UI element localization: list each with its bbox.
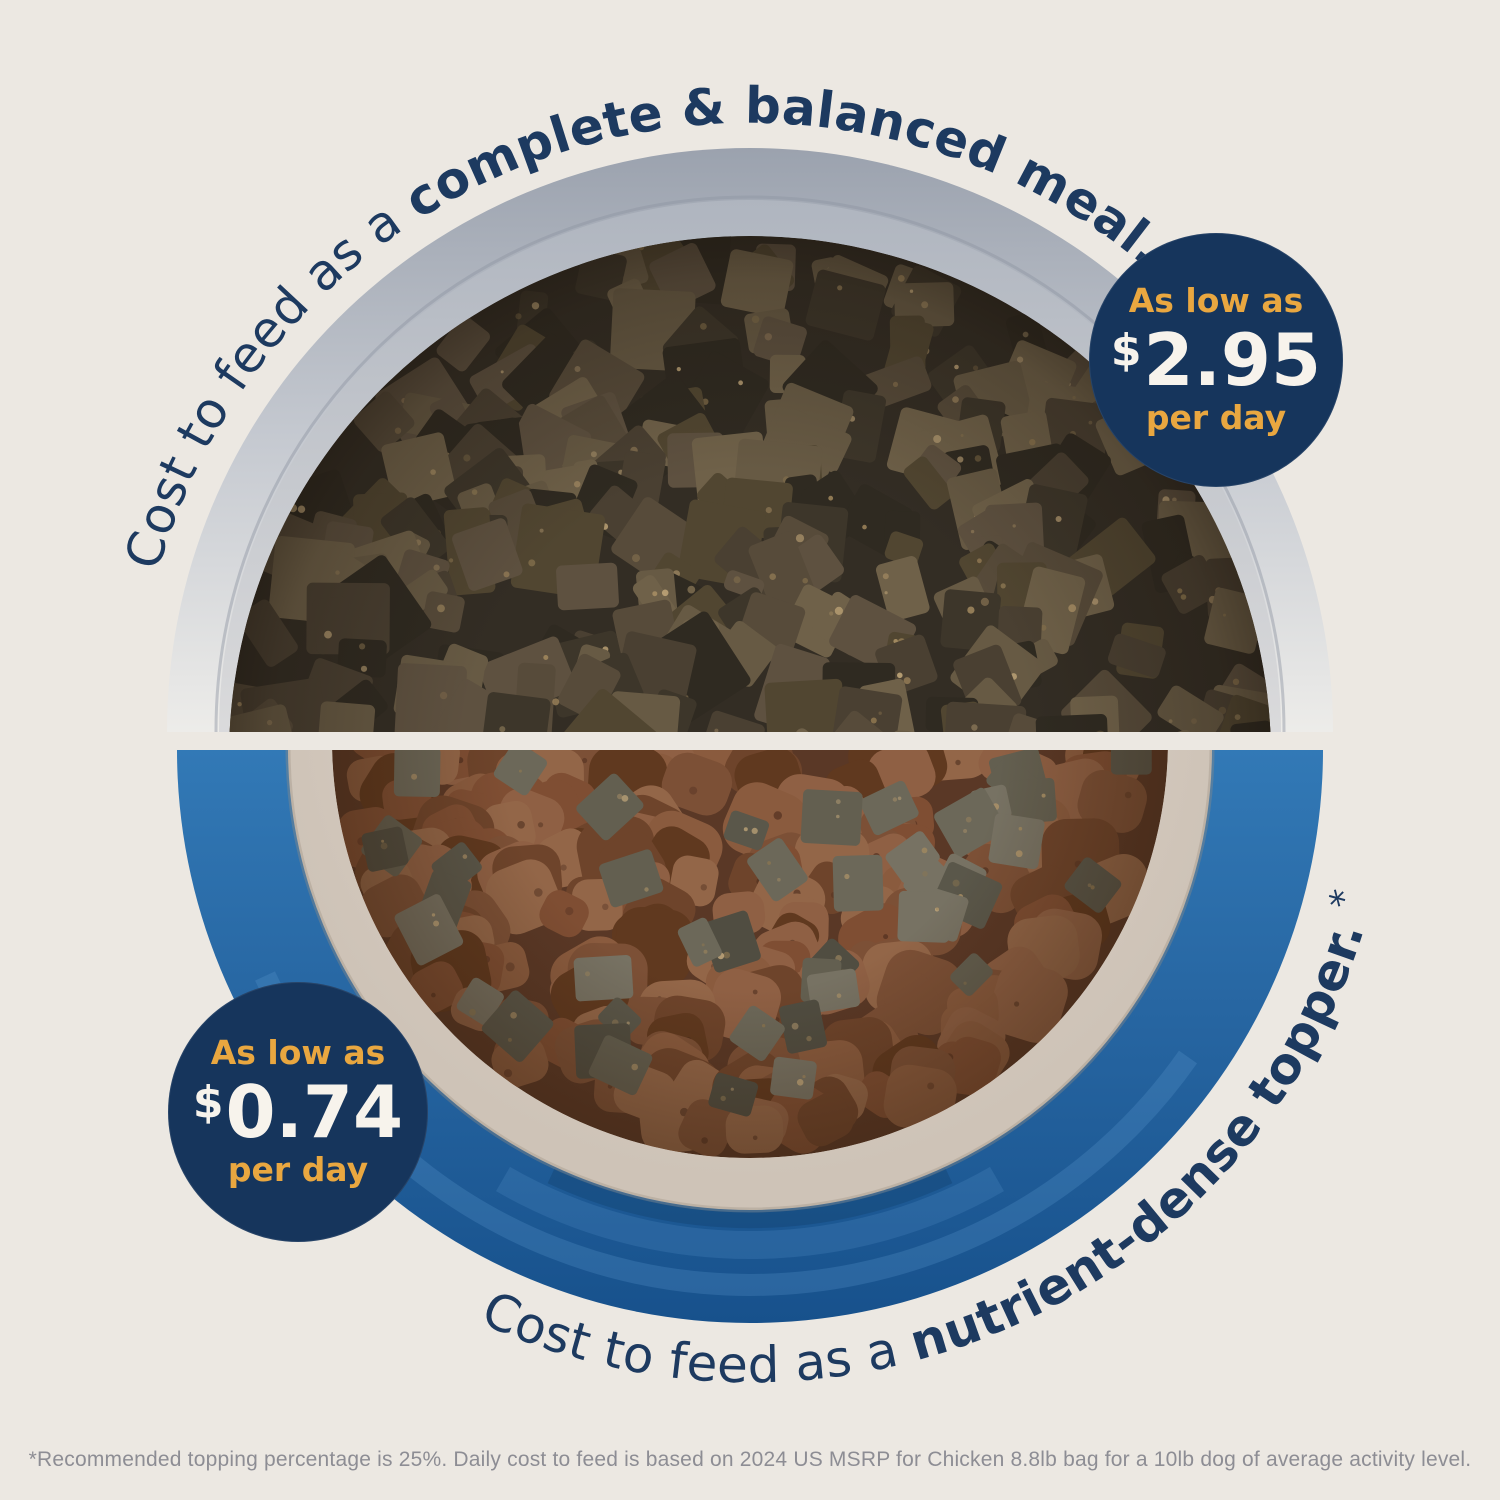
- price-amount: 2.95: [1143, 318, 1322, 403]
- currency-symbol: $: [192, 1077, 224, 1129]
- price-badge-complete-meal: As low as $2.95 per day: [1089, 233, 1343, 487]
- badge-small-label: As low as: [210, 1033, 386, 1073]
- top-bowl-photo: [167, 148, 1333, 732]
- badge-price: $0.74: [192, 1070, 404, 1155]
- badge-price: $2.95: [1110, 318, 1322, 403]
- price-amount: 0.74: [225, 1070, 404, 1155]
- badge-small-label: As low as: [1128, 281, 1304, 321]
- currency-symbol: $: [1110, 325, 1142, 377]
- bottom-bowl-photo: [177, 750, 1323, 1323]
- disclaimer-text: *Recommended topping percentage is 25%. …: [28, 1448, 1472, 1471]
- price-badge-topper: As low as $0.74 per day: [168, 982, 428, 1242]
- badge-sub-label: per day: [227, 1149, 369, 1189]
- badge-sub-label: per day: [1145, 397, 1287, 437]
